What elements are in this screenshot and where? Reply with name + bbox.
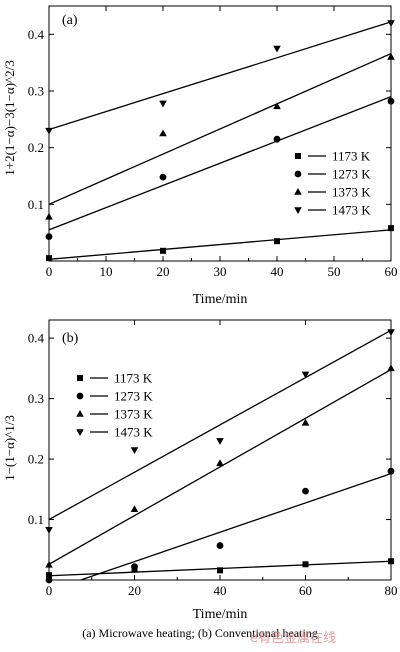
legend-marker xyxy=(77,375,83,381)
legend-label: 1273 K xyxy=(332,167,371,182)
data-point-triangle-up xyxy=(159,129,167,137)
x-axis-title: Time/min xyxy=(193,292,248,307)
x-tick-label: 20 xyxy=(157,264,170,279)
data-point-circle xyxy=(45,576,53,584)
legend-label: 1473 K xyxy=(332,203,371,218)
x-tick-label: 50 xyxy=(328,264,341,279)
x-axis-title: Time/min xyxy=(193,607,248,622)
y-tick-label: 0.4 xyxy=(28,331,45,346)
x-tick-label: 0 xyxy=(46,264,53,279)
data-point-circle xyxy=(131,563,138,571)
legend-label: 1273 K xyxy=(114,389,153,404)
data-point-square xyxy=(302,561,309,568)
x-tick-label: 40 xyxy=(271,264,284,279)
data-point-triangle-up xyxy=(273,102,281,110)
data-point-triangle-up xyxy=(387,53,395,60)
data-point-square xyxy=(217,567,223,574)
panel-label: (b) xyxy=(62,331,79,346)
legend-marker xyxy=(294,207,302,214)
x-tick-label: 60 xyxy=(299,583,312,598)
panel-label: (a) xyxy=(62,13,78,28)
y-tick-label: 0.2 xyxy=(28,452,44,467)
x-tick-label: 0 xyxy=(46,583,53,598)
y-tick-label: 0.2 xyxy=(28,140,44,155)
legend-marker xyxy=(76,410,84,417)
data-point-square xyxy=(46,255,52,262)
y-tick-label: 0.1 xyxy=(28,197,44,212)
chart-panel-a: 0 10 20 30 40 50 60 0.1 0.2 0.3 0.4 (a) Time/min 1+2(… xyxy=(2,5,398,307)
data-point-square xyxy=(388,558,394,565)
legend-marker xyxy=(295,153,301,159)
data-point-triangle-up xyxy=(130,505,139,513)
data-point-circle xyxy=(159,173,167,181)
data-point-triangle-up xyxy=(387,364,395,372)
x-tick-label: 60 xyxy=(385,264,398,279)
legend-marker xyxy=(294,188,302,195)
figure-caption: (a) Microwave heating; (b) Conventional … xyxy=(82,626,318,640)
x-tick-label: 80 xyxy=(385,583,398,598)
y-tick-label: 0.4 xyxy=(28,27,45,42)
x-tick-label: 40 xyxy=(214,583,227,598)
data-point-triangle-down xyxy=(387,329,395,337)
data-point-triangle-down xyxy=(273,45,281,53)
data-point-triangle-down xyxy=(301,371,310,379)
legend-label: 1373 K xyxy=(332,185,371,200)
data-point-square xyxy=(388,225,394,232)
legend-label: 1473 K xyxy=(114,425,153,440)
data-point-circle xyxy=(387,467,395,475)
y-axis-title: 1−(1−α)^1/3 xyxy=(2,415,17,481)
fit-line-1273-K xyxy=(78,472,391,580)
x-tick-label: 10 xyxy=(100,264,113,279)
fit-line-1373-K xyxy=(49,369,391,565)
fit-line-1473-K xyxy=(49,329,391,521)
data-point-square xyxy=(46,572,52,579)
y-tick-label: 0.3 xyxy=(28,391,44,406)
legend-marker xyxy=(76,392,84,400)
data-point-square xyxy=(160,247,166,254)
y-tick-label: 0.3 xyxy=(28,84,44,99)
fit-line-1173-K xyxy=(49,229,391,260)
legend-label: 1173 K xyxy=(114,371,153,386)
x-tick-label: 20 xyxy=(128,583,141,598)
y-tick-label: 0.1 xyxy=(28,512,44,527)
watermark: e有色金属在线 xyxy=(250,631,336,646)
fit-line-1373-K xyxy=(49,53,391,205)
legend-marker xyxy=(294,170,302,178)
data-point-square xyxy=(274,238,280,245)
chart-panel-b: 0 20 40 60 80 0.1 0.2 0.3 0.4 (b) Time/min 1−(1−α)^… xyxy=(2,319,398,622)
data-point-triangle-up xyxy=(301,418,310,426)
fit-line-1473-K xyxy=(49,21,391,131)
data-point-triangle-down xyxy=(130,447,139,454)
data-point-circle xyxy=(302,487,309,495)
data-point-triangle-up xyxy=(45,212,53,220)
data-point-circle xyxy=(216,542,224,549)
data-point-triangle-down xyxy=(45,527,53,534)
data-point-triangle-down xyxy=(216,438,224,445)
data-point-triangle-up xyxy=(216,459,224,467)
data-point-triangle-down xyxy=(45,127,53,135)
legend-label: 1373 K xyxy=(114,407,153,422)
data-point-circle xyxy=(45,233,53,241)
plot-frame xyxy=(48,5,392,262)
data-point-triangle-down xyxy=(387,20,395,27)
data-point-triangle-up xyxy=(45,560,53,568)
legend-marker xyxy=(76,429,84,436)
data-point-triangle-down xyxy=(159,100,167,108)
data-point-circle xyxy=(273,135,281,143)
data-point-circle xyxy=(387,97,395,105)
legend-label: 1173 K xyxy=(332,149,371,164)
y-axis-title: 1+2(1−α)−3(1−α)^2/3 xyxy=(2,60,17,175)
fit-line-1273-K xyxy=(49,96,391,231)
plot-area xyxy=(49,21,391,260)
x-tick-label: 30 xyxy=(214,264,227,279)
